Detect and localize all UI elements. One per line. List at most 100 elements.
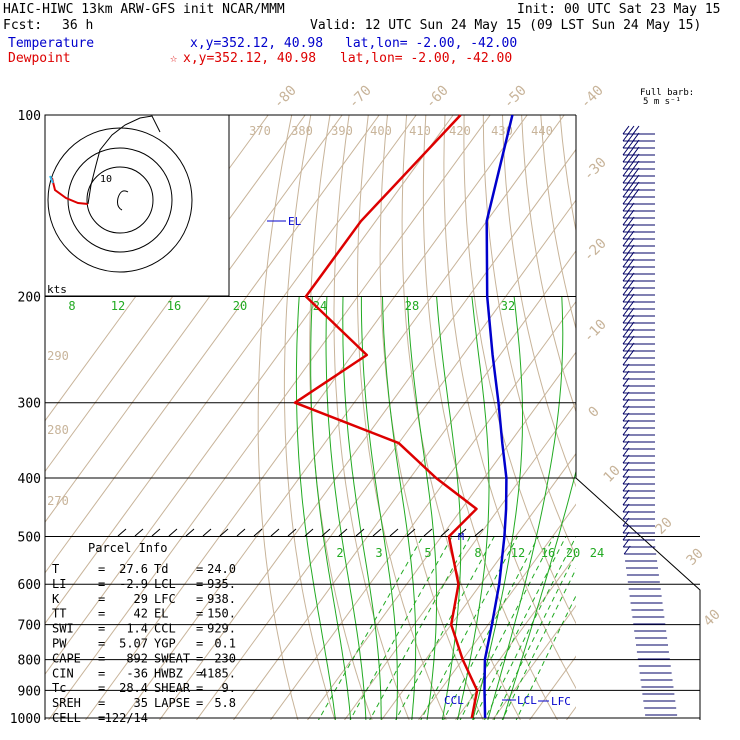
- dry-adiabat-line: [333, 115, 410, 720]
- wind-barb-feather: [627, 223, 635, 233]
- freezing-tick: [423, 528, 433, 537]
- wind-barb-feather: [627, 195, 635, 205]
- wind-barb-feather: [627, 132, 635, 142]
- wind-barb-feather: [627, 265, 635, 275]
- isobar-lines: [45, 114, 700, 719]
- wind-barb-feather: [622, 433, 630, 443]
- wind-barb-feather: [622, 398, 630, 408]
- parcel-label: SHEAR: [154, 681, 191, 695]
- moist-adiabat-line: [310, 296, 352, 720]
- parcel-equals: =: [98, 696, 105, 710]
- freezing-tick: [134, 528, 144, 537]
- parcel-label: SWEAT: [154, 651, 190, 665]
- dry-adiabat-line: [521, 115, 576, 414]
- wind-barb-feather: [622, 391, 630, 401]
- pressure-label: 700: [18, 619, 41, 634]
- dry-adiabat-line: [257, 115, 299, 720]
- pressure-label: 1000: [10, 712, 41, 727]
- mixing-ratio-label: 16: [541, 546, 555, 560]
- wind-barb-feather: [627, 342, 635, 352]
- theta-label: 410: [409, 124, 431, 138]
- wind-barb-feather: [632, 167, 640, 177]
- moist-adiabat-line: [342, 296, 382, 720]
- wind-barb-feather: [622, 349, 630, 359]
- isotherm-label: -80: [271, 83, 300, 112]
- temperature-xy: x,y=352.12, 40.98: [190, 36, 323, 51]
- freezing-tick: [355, 528, 365, 537]
- lcl-marker: CCL LCL LFC: [444, 694, 571, 708]
- parcel-value: 230: [214, 651, 236, 665]
- theta-label: 290: [47, 349, 69, 363]
- dry-adiabat-line: [309, 115, 373, 720]
- pressure-label: 200: [18, 291, 41, 306]
- header-fcst-label: Fcst:: [3, 18, 42, 33]
- wind-barb-feather: [622, 342, 630, 352]
- wind-barb-feather: [622, 356, 630, 366]
- mixing-ratio-label: 12: [511, 546, 525, 560]
- parcel-label: SREH: [52, 696, 81, 710]
- parcel-equals: =: [98, 637, 105, 651]
- parcel-value: 42: [134, 607, 148, 621]
- mixing-ratio-line: [349, 536, 453, 720]
- isotherm-line: [47, 115, 491, 720]
- freezing-tick: [440, 528, 450, 537]
- isotherm-line: [232, 250, 576, 720]
- pressure-label: 300: [18, 397, 41, 412]
- parcel-label: EL: [154, 607, 168, 621]
- parcel-label: CIN: [52, 666, 74, 680]
- wind-barb-feather: [632, 125, 640, 135]
- hodograph-trace-low: [51, 177, 89, 205]
- wind-barb-feather: [622, 167, 630, 177]
- wind-barb-feather: [622, 468, 630, 478]
- wind-barb-feather: [622, 461, 630, 471]
- wind-barb-feather: [632, 174, 640, 184]
- dry-adiabat-line: [379, 115, 484, 720]
- isotherm-line: [45, 115, 454, 676]
- wind-barb-feather: [622, 496, 630, 506]
- wind-barb-feather: [622, 307, 630, 317]
- wind-barb-feather: [627, 160, 635, 170]
- parcel-equals: =: [196, 637, 203, 651]
- hodograph-trace-upper: [87, 115, 161, 205]
- wind-barb-feather: [632, 132, 640, 142]
- wind-barb-feather: [627, 251, 635, 261]
- dry-adiabat-line: [732, 115, 740, 731]
- wind-barb-feather: [627, 174, 635, 184]
- wind-barb-feather: [627, 216, 635, 226]
- parcel-equals: =: [98, 622, 105, 636]
- mixing-ratio-label: 8: [68, 299, 75, 313]
- parcel-value: 892: [126, 651, 148, 665]
- mixing-ratio-grid: [317, 536, 576, 720]
- wind-axis-label: Full barb:: [640, 88, 694, 98]
- wind-barb-feather: [622, 237, 630, 247]
- wind-barb-feather: [622, 258, 630, 268]
- wind-barb-feather: [627, 300, 635, 310]
- wind-barb-feather: [622, 510, 630, 520]
- isotherm-line: [158, 148, 576, 720]
- freezing-tick: [321, 528, 331, 537]
- isotherm-label: -50: [501, 83, 530, 112]
- parcel-label: CELL: [52, 711, 81, 725]
- wind-barbs: [622, 125, 678, 716]
- parcel-value: 938.: [207, 592, 236, 606]
- pressure-label: 400: [18, 472, 41, 487]
- theta-label: 420: [449, 124, 471, 138]
- mixing-ratio-label: 20: [233, 299, 247, 313]
- wind-barb-feather: [632, 139, 640, 149]
- isotherm-label: 20: [653, 515, 676, 538]
- parcel-label: LCL: [154, 577, 176, 591]
- isotherm-label: 30: [684, 546, 707, 569]
- parcel-equals: =: [98, 607, 105, 621]
- wind-barb-feather: [622, 531, 630, 541]
- dewpoint-xy: x,y=352.12, 40.98: [183, 51, 316, 66]
- wind-barb-feather: [622, 363, 630, 373]
- parcel-equals: =: [196, 592, 203, 606]
- isotherm-label: -70: [346, 83, 375, 112]
- mixing-ratio-line: [459, 536, 555, 720]
- wind-barb-feather: [622, 538, 630, 548]
- parcel-equals: =: [196, 651, 203, 665]
- hodograph-trace-surface: [49, 175, 54, 184]
- isotherm-label: -10: [581, 317, 610, 346]
- wind-barb-feather: [622, 482, 630, 492]
- hodograph-ring-center: [117, 190, 129, 211]
